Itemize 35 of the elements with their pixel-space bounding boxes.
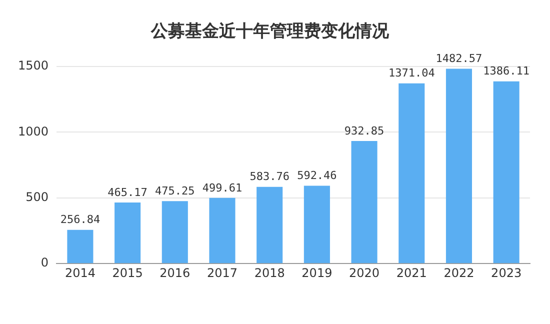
bar [256,186,283,264]
bar [398,83,425,264]
data-label: 583.76 [250,170,290,184]
y-tick-label: 1000 [18,124,49,138]
bar [493,81,520,264]
data-label: 592.46 [297,169,337,182]
y-tick-label: 500 [26,190,49,204]
x-tick-label: 2022 [444,266,474,280]
x-tick-label: 2023 [491,266,522,280]
data-label: 1371.04 [388,66,436,80]
x-tick-label: 2019 [302,266,332,280]
data-label: 932.85 [344,124,384,138]
bar [351,140,378,264]
bar [67,230,94,264]
chart-title: 公募基金近十年管理费变化情况 [150,22,390,42]
data-label: 475.25 [155,184,195,198]
x-tick-label: 2016 [160,266,190,280]
data-label: 1386.11 [483,64,530,78]
x-tick-label: 2021 [396,266,427,280]
y-tick-label: 1500 [18,58,49,73]
bar [446,68,472,264]
bar [209,198,236,264]
bar [304,186,330,264]
x-tick-label: 2020 [349,266,380,280]
x-tick-label: 2015 [112,266,143,280]
x-tick-label: 2018 [254,266,285,280]
bar [114,202,141,264]
data-label: 256.84 [60,213,100,226]
bar [162,201,188,264]
data-label: 1482.57 [436,52,482,66]
data-label: 465.17 [108,186,148,199]
y-tick-label: 0 [40,256,49,270]
data-label: 499.61 [202,181,242,194]
x-tick-label: 2017 [206,266,238,280]
x-tick-label: 2014 [64,266,96,280]
